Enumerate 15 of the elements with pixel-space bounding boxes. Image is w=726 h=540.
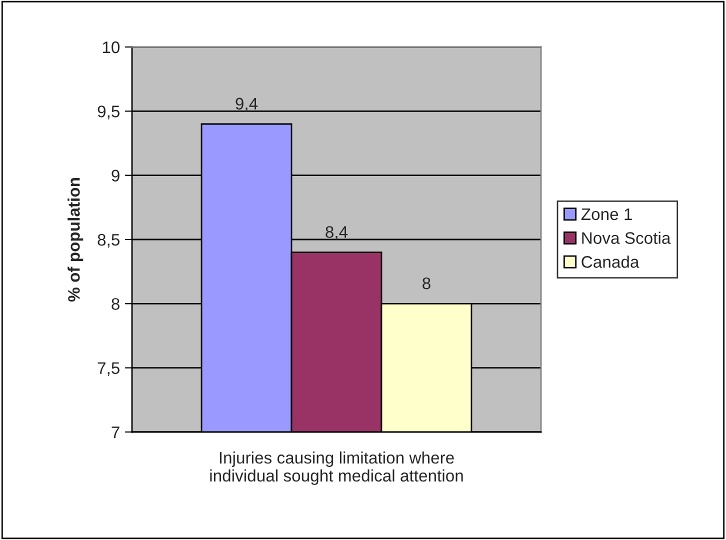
x-tick-label: Injuries causing limitation where individual sought medical attention xyxy=(210,451,463,485)
legend-label: Nova Scotia xyxy=(582,232,671,244)
data-label: 8,4 xyxy=(326,226,348,240)
y-tick-label: 7 xyxy=(112,426,120,438)
y-tick-label: 7,5 xyxy=(98,362,120,376)
data-label: 8 xyxy=(422,277,430,290)
y-tick-label: 8,5 xyxy=(98,234,120,248)
y-tick-label: 9 xyxy=(112,170,120,182)
y-tick-label: 10 xyxy=(102,41,120,54)
y-tick-label: 9,5 xyxy=(98,106,120,120)
legend-label: Canada xyxy=(582,256,640,268)
y-axis-title: % of population xyxy=(68,178,84,302)
data-label: 9,4 xyxy=(236,98,258,112)
y-tick-label: 8 xyxy=(112,298,120,310)
legend-label: Zone 1 xyxy=(581,208,632,220)
